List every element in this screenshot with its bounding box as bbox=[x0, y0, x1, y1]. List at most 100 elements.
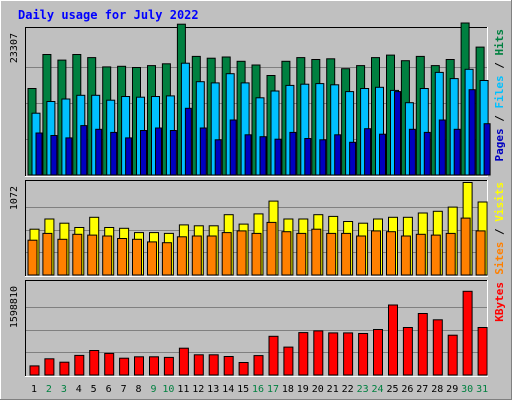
x-tick-day-4: 4 bbox=[76, 384, 82, 395]
bar-sites-day-2 bbox=[42, 232, 53, 276]
bar-pages-day-26 bbox=[408, 128, 416, 176]
bar-pages-day-8 bbox=[140, 130, 147, 176]
legend-separator: / bbox=[493, 56, 506, 76]
bar-pages-day-7 bbox=[125, 137, 133, 176]
x-tick-day-16: 16 bbox=[252, 384, 264, 395]
ymax-label-hits: 23307 bbox=[9, 33, 20, 63]
bar-pages-day-23 bbox=[364, 128, 372, 176]
bar-pages-day-28 bbox=[438, 119, 446, 176]
bar-pages-day-2 bbox=[50, 135, 58, 176]
bar-sites-day-22 bbox=[341, 232, 352, 276]
bar-sites-day-1 bbox=[27, 239, 38, 276]
bar-pages-day-13 bbox=[214, 139, 222, 176]
legend-separator: / bbox=[493, 222, 506, 242]
bar-pages-day-14 bbox=[229, 119, 237, 176]
bar-kbytes-day-13 bbox=[208, 354, 219, 376]
legend-kbytes: KBytes bbox=[493, 282, 506, 322]
chart-title: Daily usage for July 2022 bbox=[18, 8, 199, 22]
x-tick-day-8: 8 bbox=[135, 384, 141, 395]
bar-pages-day-5 bbox=[95, 128, 103, 176]
bar-kbytes-day-8 bbox=[134, 356, 144, 376]
bar-sites-day-5 bbox=[87, 234, 98, 276]
bar-pages-day-21 bbox=[334, 134, 342, 176]
x-tick-day-28: 28 bbox=[431, 384, 443, 395]
bar-pages-day-10 bbox=[169, 130, 177, 176]
bar-sites-day-28 bbox=[430, 234, 441, 276]
bar-sites-day-26 bbox=[400, 235, 411, 276]
x-tick-day-19: 19 bbox=[297, 384, 309, 395]
bar-sites-day-23 bbox=[356, 235, 367, 276]
bar-kbytes-day-6 bbox=[104, 352, 115, 376]
x-tick-day-11: 11 bbox=[177, 384, 189, 395]
bar-kbytes-day-23 bbox=[358, 333, 369, 376]
bar-sites-day-19 bbox=[296, 232, 307, 276]
bar-kbytes-day-14 bbox=[223, 356, 234, 376]
bar-pages-day-11 bbox=[184, 107, 192, 176]
bar-sites-day-29 bbox=[445, 232, 456, 276]
bar-pages-day-20 bbox=[319, 139, 327, 176]
x-tick-day-23: 23 bbox=[357, 384, 369, 395]
x-tick-day-24: 24 bbox=[371, 384, 383, 395]
bar-pages-day-19 bbox=[304, 138, 312, 176]
bar-sites-day-8 bbox=[132, 238, 142, 276]
bar-kbytes-day-16 bbox=[253, 355, 264, 376]
bar-kbytes-day-10 bbox=[163, 356, 174, 376]
x-tick-day-6: 6 bbox=[106, 384, 112, 395]
bar-sites-day-16 bbox=[251, 232, 262, 276]
bar-pages-day-6 bbox=[110, 131, 118, 176]
legend-item-kbytes: KBytes bbox=[493, 282, 506, 322]
bar-sites-day-12 bbox=[191, 235, 202, 276]
bar-pages-day-15 bbox=[244, 134, 252, 176]
bar-pages-day-22 bbox=[349, 141, 357, 176]
ymax-label-kbytes: 1598810 bbox=[9, 286, 20, 328]
x-tick-day-1: 1 bbox=[31, 384, 37, 395]
legend-item-pages: Pages bbox=[493, 128, 506, 161]
x-tick-day-5: 5 bbox=[91, 384, 97, 395]
bar-kbytes-day-30 bbox=[462, 290, 473, 376]
bar-kbytes-day-9 bbox=[149, 356, 159, 376]
bar-kbytes-day-19 bbox=[298, 332, 309, 376]
bar-sites-day-4 bbox=[72, 233, 83, 276]
bar-kbytes-day-5 bbox=[89, 350, 100, 376]
bar-sites-day-31 bbox=[475, 230, 486, 276]
bar-kbytes-day-4 bbox=[74, 354, 85, 376]
bar-kbytes-day-11 bbox=[178, 347, 189, 376]
bar-kbytes-day-3 bbox=[59, 361, 70, 376]
bar-sites-day-18 bbox=[281, 231, 292, 276]
bar-kbytes-day-22 bbox=[343, 332, 354, 376]
bar-kbytes-day-1 bbox=[29, 365, 40, 376]
bar-pages-day-9 bbox=[155, 127, 162, 176]
bar-sites-day-6 bbox=[102, 235, 113, 276]
bar-pages-day-16 bbox=[259, 136, 267, 176]
x-tick-day-30: 30 bbox=[461, 384, 473, 395]
legend-item-visits: Visits bbox=[493, 182, 506, 222]
x-tick-day-25: 25 bbox=[386, 384, 398, 395]
x-tick-day-10: 10 bbox=[162, 384, 174, 395]
bar-sites-day-11 bbox=[176, 236, 187, 276]
bar-kbytes-day-12 bbox=[193, 354, 204, 376]
x-tick-day-29: 29 bbox=[446, 384, 458, 395]
bar-pages-day-31 bbox=[483, 123, 491, 176]
x-tick-day-18: 18 bbox=[282, 384, 294, 395]
legend-item-files: Files bbox=[493, 75, 506, 108]
bar-kbytes-day-20 bbox=[313, 330, 324, 376]
bar-kbytes-day-28 bbox=[432, 319, 443, 376]
legend-item-hits: Hits bbox=[493, 29, 506, 56]
bar-pages-day-18 bbox=[289, 131, 297, 176]
x-tick-day-13: 13 bbox=[207, 384, 219, 395]
bar-pages-day-24 bbox=[379, 133, 386, 176]
bar-pages-day-29 bbox=[453, 128, 461, 176]
bar-sites-day-13 bbox=[206, 235, 217, 276]
x-tick-day-7: 7 bbox=[121, 384, 127, 395]
bar-pages-day-17 bbox=[274, 138, 282, 176]
bar-sites-day-7 bbox=[117, 238, 128, 276]
bar-kbytes-day-27 bbox=[417, 313, 428, 376]
x-tick-day-3: 3 bbox=[61, 384, 67, 395]
bar-sites-day-30 bbox=[460, 217, 471, 276]
panel-kbytes: 1598810 KBytes bbox=[9, 280, 506, 377]
bar-kbytes-day-17 bbox=[268, 335, 279, 376]
bar-kbytes-day-31 bbox=[477, 327, 488, 376]
x-tick-day-14: 14 bbox=[222, 384, 234, 395]
bar-sites-day-24 bbox=[371, 230, 381, 276]
